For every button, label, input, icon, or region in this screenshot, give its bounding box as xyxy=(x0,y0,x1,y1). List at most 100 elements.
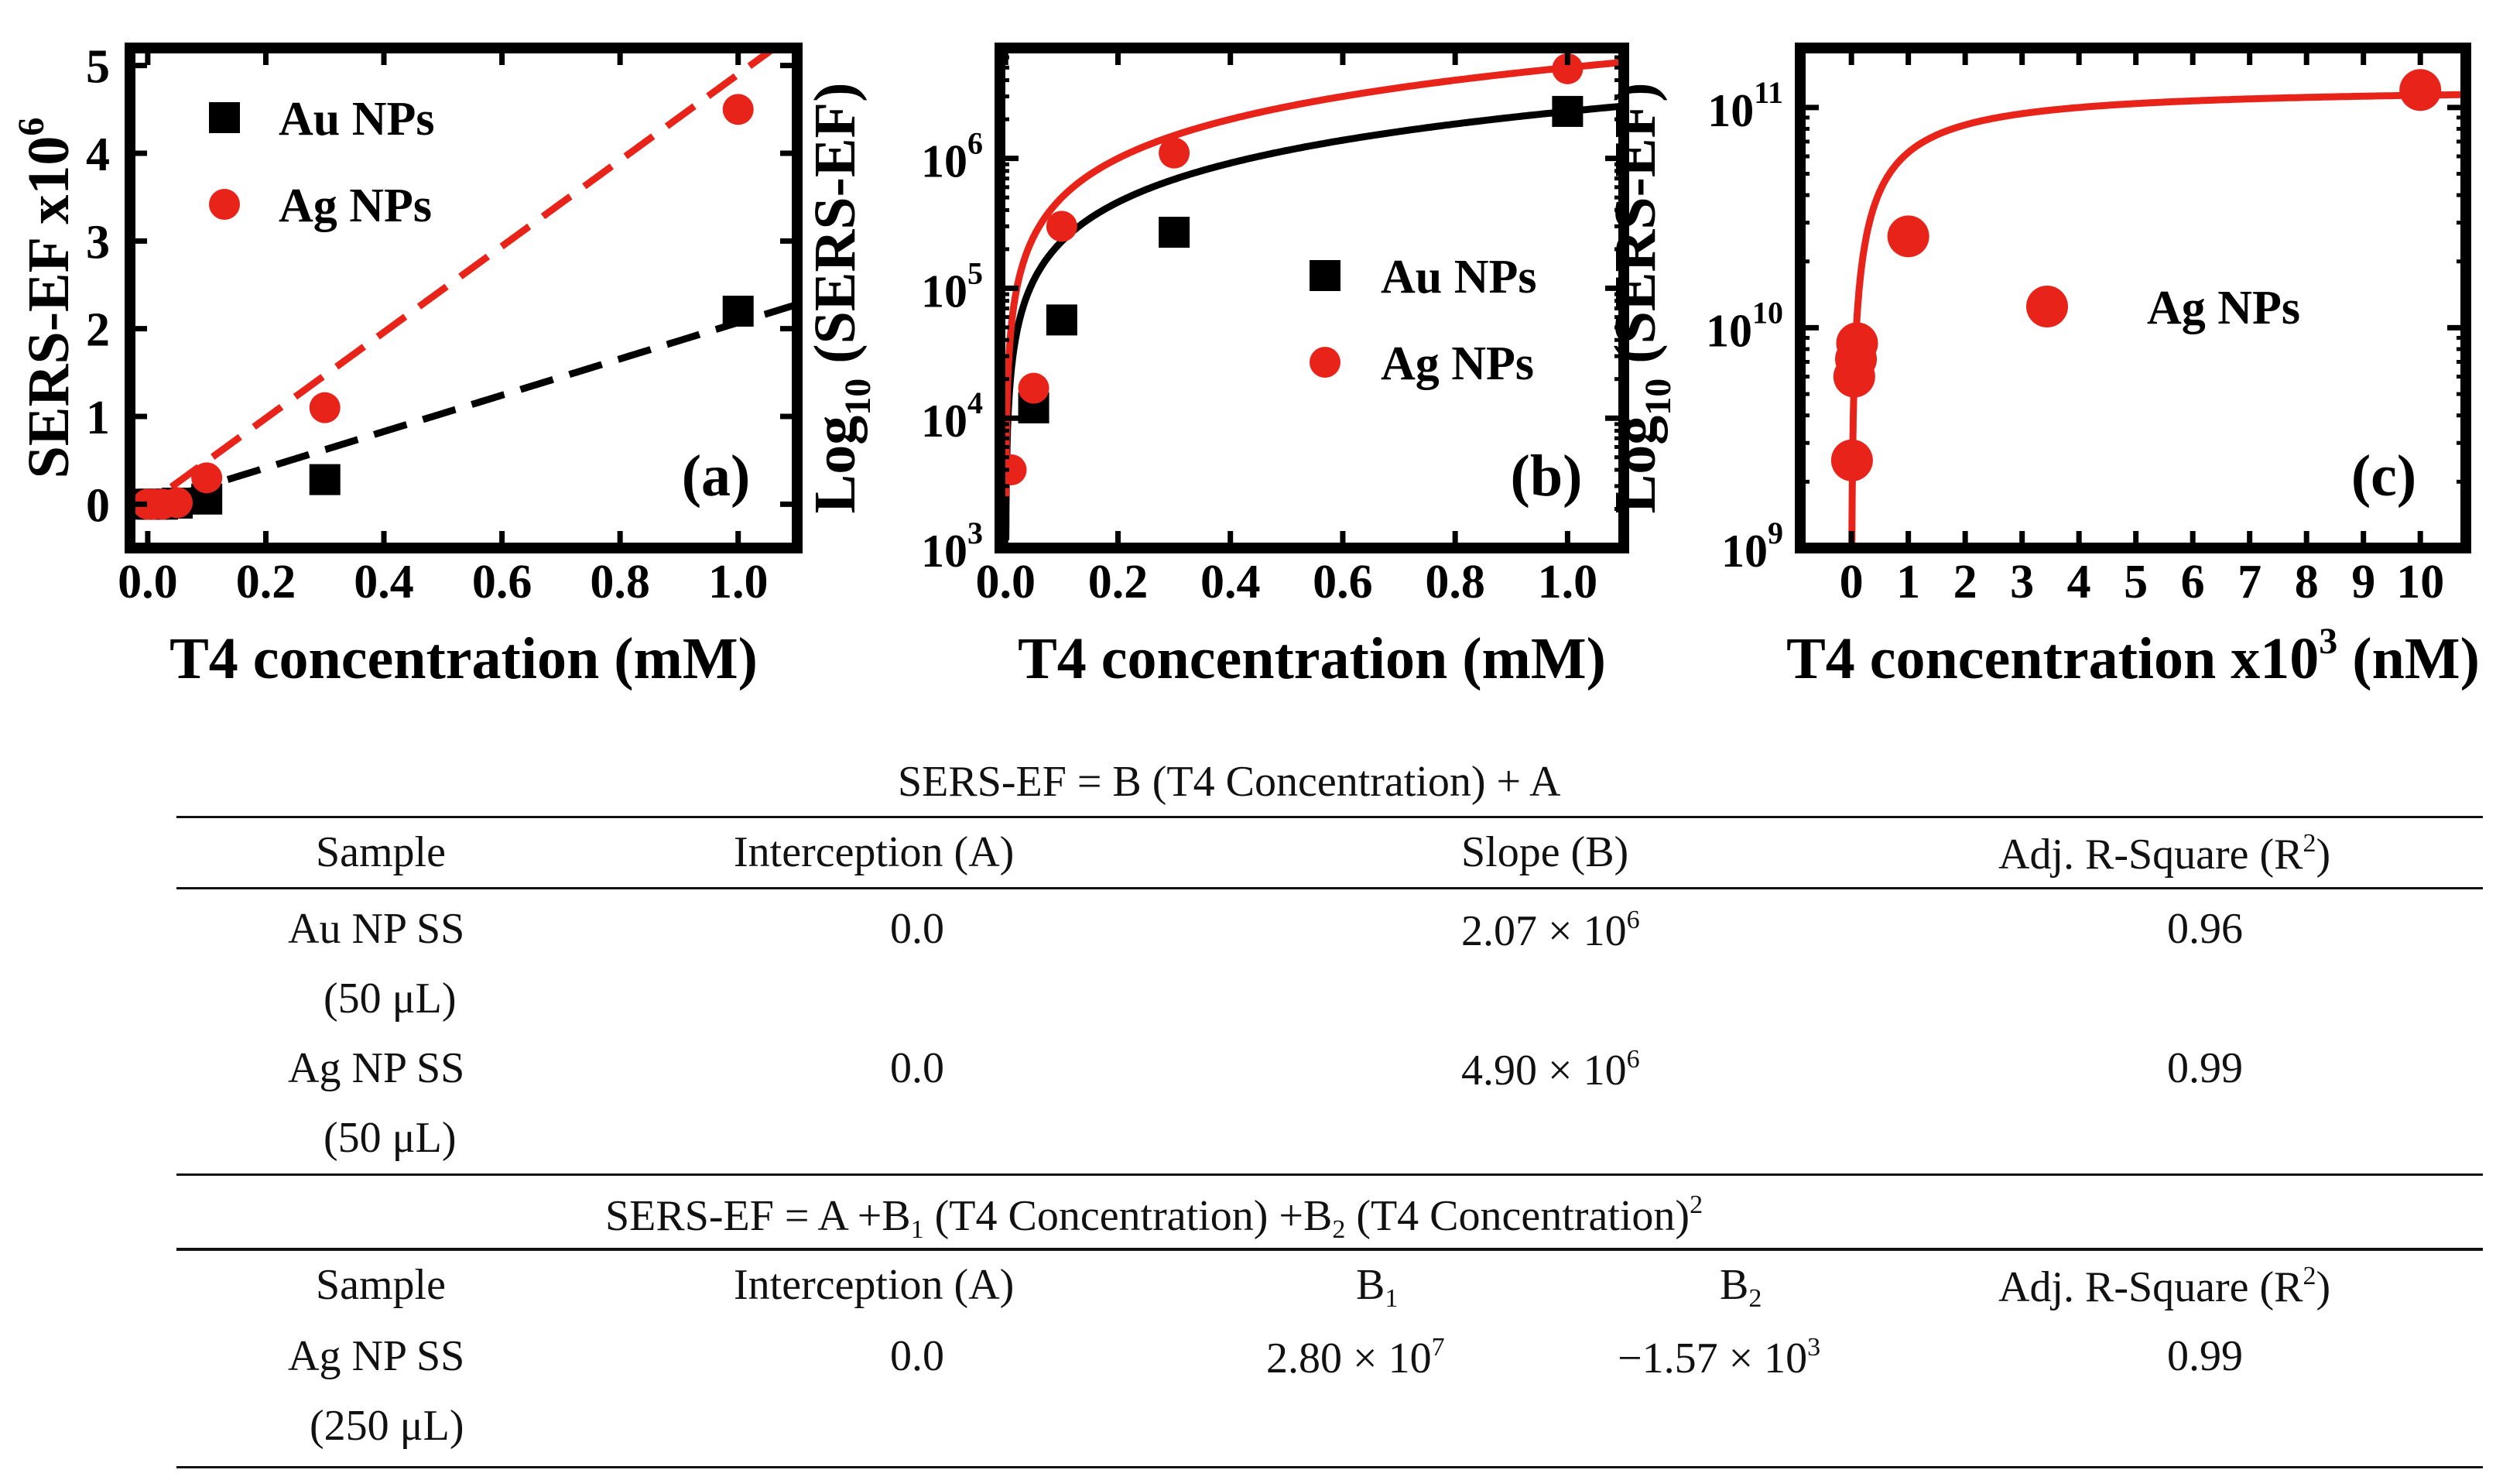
data-point-au-nps xyxy=(1552,95,1584,127)
y-tick-label: 5 xyxy=(86,41,110,94)
legend-marker-au-nps xyxy=(1310,260,1340,291)
y-tick-base: 10 xyxy=(1707,85,1754,136)
y-tick-label: 0 xyxy=(86,479,110,532)
x-tick-label: 8 xyxy=(2295,556,2319,608)
table2-row-sample-l1: Ag NP SS xyxy=(288,1332,465,1380)
y-tick-base: 10 xyxy=(921,526,967,577)
table2-eq-part-c: (T4 Concentration) xyxy=(1345,1192,1690,1240)
y-tick-label: 103 xyxy=(921,516,983,577)
table1-row2-sample-l2: (50 μL) xyxy=(324,1114,457,1162)
x-tick-label: 0.6 xyxy=(1313,556,1373,608)
legend-label: Au NPs xyxy=(279,93,435,146)
y-axis-label-main: SERS-EF x10 xyxy=(16,136,81,479)
table2-eq-sub1: 1 xyxy=(910,1215,924,1244)
table1-row2-slope: 4.90 × 106 xyxy=(1461,1045,1640,1095)
table1-row1-slope-exp: 6 xyxy=(1626,906,1640,934)
x-tick-label: 0.6 xyxy=(472,556,532,608)
table2-eq-sup: 2 xyxy=(1690,1191,1703,1219)
plot-frame xyxy=(125,43,803,553)
table2-header-r2-sup: 2 xyxy=(2303,1262,2316,1290)
y-tick-label: 109 xyxy=(1721,516,1783,577)
table1-header-r2-text: Adj. R-Square (R xyxy=(1998,831,2303,879)
data-point-ag-nps xyxy=(1887,215,1929,258)
x-tick-label: 0.0 xyxy=(118,556,178,608)
table1-header-r2: Adj. R-Square (R2) xyxy=(1998,829,2331,879)
table2-header-r2-close: ) xyxy=(2316,1263,2331,1311)
x-tick-label: 1.0 xyxy=(1538,556,1598,608)
table1-row1-intercept: 0.0 xyxy=(890,905,944,953)
x-axis-label: T4 concentration (mM) xyxy=(169,626,758,691)
data-point-au-nps xyxy=(722,296,754,327)
table1-row2-slope-exp: 6 xyxy=(1626,1045,1640,1074)
table1-rule-bottom xyxy=(176,1173,2483,1176)
table2-row-b1-exp: 7 xyxy=(1431,1333,1445,1362)
legend-label: Ag NPs xyxy=(279,180,432,232)
x-tick-label: 0.8 xyxy=(1425,556,1485,608)
x-tick-label: 0.2 xyxy=(1088,556,1149,608)
y-tick-label: 1010 xyxy=(1706,295,1783,356)
table2-row-r2: 0.99 xyxy=(2167,1332,2243,1380)
x-tick-label: 0.2 xyxy=(236,556,296,608)
plot-frame xyxy=(1795,43,2471,553)
y-tick-label: 106 xyxy=(921,126,983,187)
x-tick-label: 2 xyxy=(1953,556,1977,608)
data-point-ag-nps xyxy=(1159,137,1190,169)
table2-eq-part-a: SERS-EF = A +B xyxy=(605,1192,911,1240)
table2-row-sample-l2: (250 μL) xyxy=(310,1402,464,1450)
x-tick-label: 4 xyxy=(2067,556,2091,608)
y-axis-label-sub: 10 xyxy=(1638,379,1679,416)
data-point-ag-nps xyxy=(162,487,193,519)
table1-row1-sample-l2: (50 μL) xyxy=(324,975,457,1023)
legend-marker-ag-nps xyxy=(1310,347,1340,378)
table2-header-b2: B2 xyxy=(1720,1263,1762,1312)
table1-row1-slope-base: 2.07 × 10 xyxy=(1461,907,1627,955)
y-axis-label: Log10 (SERS-EF) xyxy=(1603,83,1679,514)
x-tick-label: 3 xyxy=(2010,556,2034,608)
legend-marker-ag-nps xyxy=(209,189,240,220)
y-axis-label-exp: 6 xyxy=(11,118,52,136)
y-tick-exponent: 11 xyxy=(1754,75,1783,110)
table2-eq-part-b: (T4 Concentration) +B xyxy=(923,1192,1333,1240)
table2-row-b2-base: −1.57 × 10 xyxy=(1618,1334,1808,1382)
table2-header-intercept: Interception (A) xyxy=(734,1261,1015,1309)
x-tick-label: 5 xyxy=(2124,556,2148,608)
data-point-ag-nps xyxy=(1552,53,1584,84)
table2-header-b2-text: B xyxy=(1720,1261,1749,1309)
table1-row2-slope-base: 4.90 × 10 xyxy=(1461,1047,1627,1095)
chart-panel-a: 0.0 0.2 0.4 0.6 0.8 1.0 0 1 2 3 4 5 T4 concentration… xyxy=(11,41,803,691)
data-point-ag-nps xyxy=(1836,322,1878,365)
data-point-ag-nps xyxy=(2399,69,2442,111)
x-axis-label: T4 concentration (mM) xyxy=(1018,626,1606,691)
table1-row2-sample-l1: Ag NP SS xyxy=(288,1044,465,1092)
table1-rule-header xyxy=(176,887,2483,889)
y-axis-label-rest: (SERS-EF) xyxy=(1603,83,1668,379)
table2-header-r2: Adj. R-Square (R2) xyxy=(1998,1262,2331,1311)
fit-line-au-nps xyxy=(1002,102,1624,540)
y-axis-label-main: Log xyxy=(1603,416,1668,514)
panel-label: (b) xyxy=(1511,444,1583,509)
table1-row2-r2: 0.99 xyxy=(2167,1044,2243,1092)
table2-row-intercept: 0.0 xyxy=(890,1332,944,1380)
data-point-au-nps xyxy=(1046,304,1077,336)
x-tick-label: 7 xyxy=(2238,556,2261,608)
y-tick-label: 105 xyxy=(921,255,983,317)
y-tick-base: 10 xyxy=(921,266,967,317)
table1-header-r2-sup: 2 xyxy=(2303,829,2316,858)
legend-marker-ag-nps xyxy=(2026,286,2068,327)
y-tick-base: 10 xyxy=(1706,305,1752,356)
y-tick-base: 10 xyxy=(921,136,967,187)
x-tick-label: 0.8 xyxy=(590,556,650,608)
data-point-au-nps xyxy=(1159,217,1190,248)
legend-marker-au-nps xyxy=(209,102,240,133)
fit-line-au-nps xyxy=(130,300,797,513)
fit-line-ag-nps xyxy=(1848,91,2466,548)
data-point-ag-nps xyxy=(1830,439,1873,481)
table1-header-r2-close: ) xyxy=(2316,831,2331,879)
x-axis-label-exp: 3 xyxy=(2319,621,2337,662)
y-tick-label: 1 xyxy=(86,392,110,444)
table2-row-b1: 2.80 × 107 xyxy=(1266,1333,1445,1382)
legend-label: Ag NPs xyxy=(2147,282,2300,334)
table2-row-b1-base: 2.80 × 10 xyxy=(1266,1334,1432,1382)
